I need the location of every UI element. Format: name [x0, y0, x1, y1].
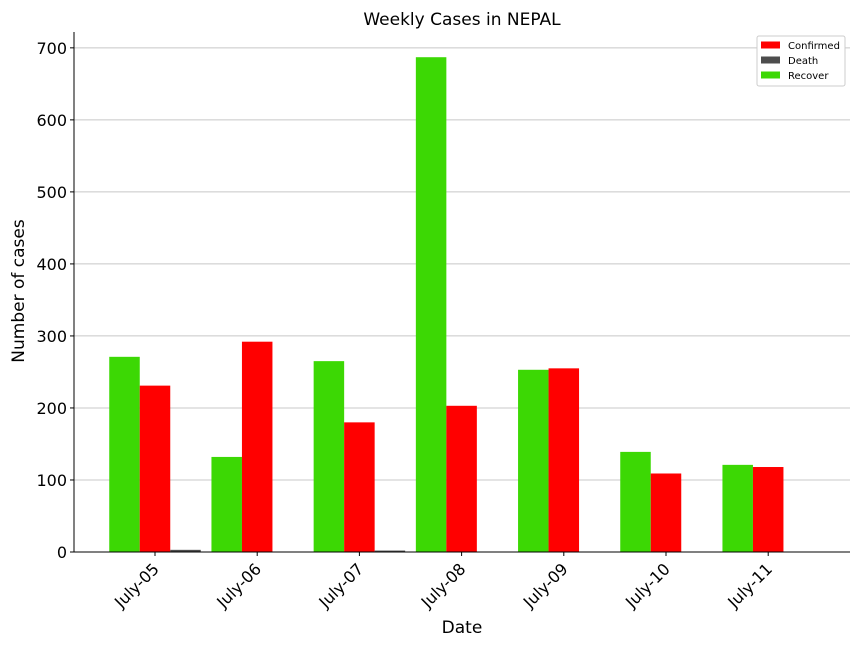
y-tick-label-4: 400 — [36, 255, 67, 274]
legend-swatch-recover — [761, 71, 780, 79]
x-tick-label-4: July-09 — [519, 559, 572, 612]
legend-label-recover: Recover — [788, 71, 829, 82]
x-tick-label-1: July-06 — [212, 559, 265, 612]
bar-recover-2 — [313, 361, 345, 552]
x-tick-label-5: July-10 — [621, 559, 674, 612]
bars — [109, 57, 784, 552]
y-tick-label-1: 100 — [36, 471, 67, 490]
x-tick-label-3: July-08 — [417, 559, 470, 612]
bar-confirmed-0 — [139, 385, 171, 552]
y-tick-label-7: 700 — [36, 39, 67, 58]
bar-confirmed-1 — [241, 341, 273, 552]
x-tick-label-6: July-11 — [723, 559, 776, 612]
legend: Confirmed Death Recover — [756, 35, 846, 87]
y-tick-label-3: 300 — [36, 327, 67, 346]
bar-recover-5 — [620, 451, 651, 552]
x-axis-label: Date — [442, 618, 483, 638]
legend-label-confirmed: Confirmed — [788, 41, 840, 52]
bar-confirmed-4 — [548, 368, 580, 552]
chart-title: Weekly Cases in NEPAL — [363, 10, 561, 30]
legend-label-death: Death — [788, 56, 818, 67]
bar-recover-6 — [722, 464, 753, 552]
bar-recover-0 — [109, 356, 140, 552]
y-tick-label-0: 0 — [57, 543, 67, 562]
y-axis-label: Number of cases — [9, 219, 29, 363]
bar-confirmed-5 — [650, 473, 682, 552]
y-tick-label-2: 200 — [36, 399, 67, 418]
x-axis-ticks: July-05 July-06 July-07 July-08 July-09 July-… — [110, 552, 776, 612]
bar-recover-4 — [518, 369, 549, 552]
bar-recover-3 — [415, 57, 447, 552]
y-axis-ticks: 0 100 200 300 400 500 600 700 — [36, 39, 74, 562]
x-tick-label-0: July-05 — [110, 559, 163, 612]
legend-swatch-death — [761, 56, 780, 64]
bar-recover-1 — [211, 456, 242, 552]
bar-confirmed-2 — [344, 422, 375, 552]
bar-death-0 — [170, 549, 201, 552]
y-tick-label-5: 500 — [36, 183, 67, 202]
y-tick-label-6: 600 — [36, 111, 67, 130]
x-tick-label-2: July-07 — [314, 559, 367, 612]
bar-confirmed-6 — [752, 467, 784, 552]
legend-swatch-confirmed — [761, 41, 780, 49]
bar-death-2 — [374, 550, 406, 552]
bar-confirmed-3 — [446, 405, 477, 552]
grid-lines — [74, 47, 850, 481]
